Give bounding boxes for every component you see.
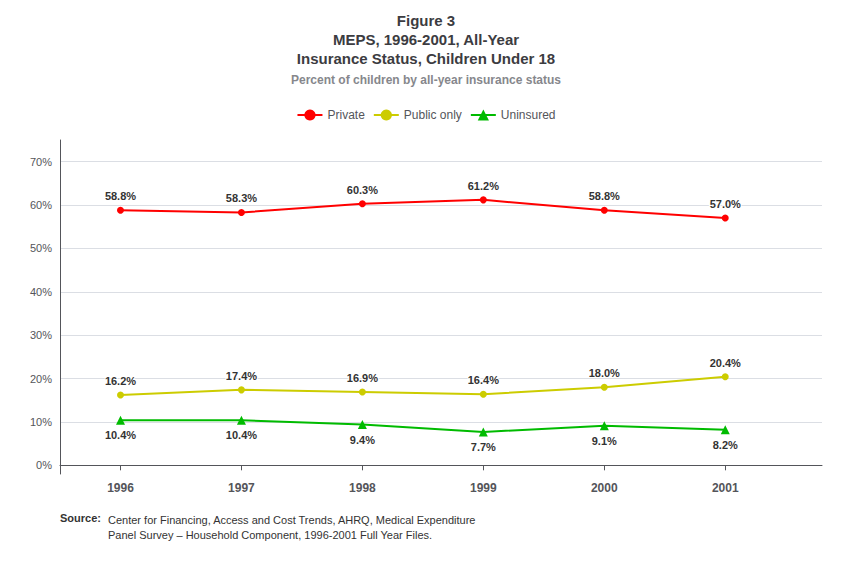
- svg-text:10.4%: 10.4%: [226, 429, 257, 441]
- svg-text:1998: 1998: [349, 481, 376, 495]
- svg-text:1997: 1997: [228, 481, 255, 495]
- svg-text:16.4%: 16.4%: [468, 374, 499, 386]
- svg-text:18.0%: 18.0%: [589, 367, 620, 379]
- svg-text:1996: 1996: [107, 481, 134, 495]
- svg-text:16.2%: 16.2%: [105, 375, 136, 387]
- svg-text:9.1%: 9.1%: [592, 435, 617, 447]
- svg-text:16.9%: 16.9%: [347, 372, 378, 384]
- svg-text:Figure 3: Figure 3: [397, 12, 455, 29]
- svg-text:58.8%: 58.8%: [589, 190, 620, 202]
- svg-text:Insurance Status, Children Und: Insurance Status, Children Under 18: [297, 50, 555, 67]
- svg-text:58.3%: 58.3%: [226, 192, 257, 204]
- svg-text:0%: 0%: [36, 459, 52, 471]
- svg-text:Center for Financing, Access a: Center for Financing, Access and Cost Tr…: [108, 514, 475, 526]
- svg-text:Panel Survey – Household Compo: Panel Survey – Household Component, 1996…: [108, 529, 432, 541]
- svg-text:8.2%: 8.2%: [713, 439, 738, 451]
- svg-text:60.3%: 60.3%: [347, 184, 378, 196]
- svg-text:9.4%: 9.4%: [350, 434, 375, 446]
- svg-text:MEPS, 1996-2001, All-Year: MEPS, 1996-2001, All-Year: [333, 31, 519, 48]
- svg-text:2001: 2001: [712, 481, 739, 495]
- svg-text:Source:: Source:: [60, 512, 101, 524]
- svg-text:Percent of children by all-yea: Percent of children by all-year insuranc…: [291, 73, 561, 87]
- svg-text:10.4%: 10.4%: [105, 429, 136, 441]
- svg-text:Uninsured: Uninsured: [501, 108, 556, 122]
- svg-text:2000: 2000: [591, 481, 618, 495]
- svg-text:40%: 40%: [30, 286, 52, 298]
- svg-text:50%: 50%: [30, 242, 52, 254]
- svg-text:20.4%: 20.4%: [710, 357, 741, 369]
- svg-text:30%: 30%: [30, 329, 52, 341]
- svg-text:57.0%: 57.0%: [710, 198, 741, 210]
- svg-text:1999: 1999: [470, 481, 497, 495]
- svg-text:7.7%: 7.7%: [471, 441, 496, 453]
- svg-text:10%: 10%: [30, 416, 52, 428]
- svg-text:60%: 60%: [30, 199, 52, 211]
- svg-text:20%: 20%: [30, 373, 52, 385]
- svg-text:Public only: Public only: [404, 108, 462, 122]
- svg-text:58.8%: 58.8%: [105, 190, 136, 202]
- svg-text:Private: Private: [327, 108, 365, 122]
- svg-text:61.2%: 61.2%: [468, 180, 499, 192]
- svg-text:70%: 70%: [30, 156, 52, 168]
- svg-text:17.4%: 17.4%: [226, 370, 257, 382]
